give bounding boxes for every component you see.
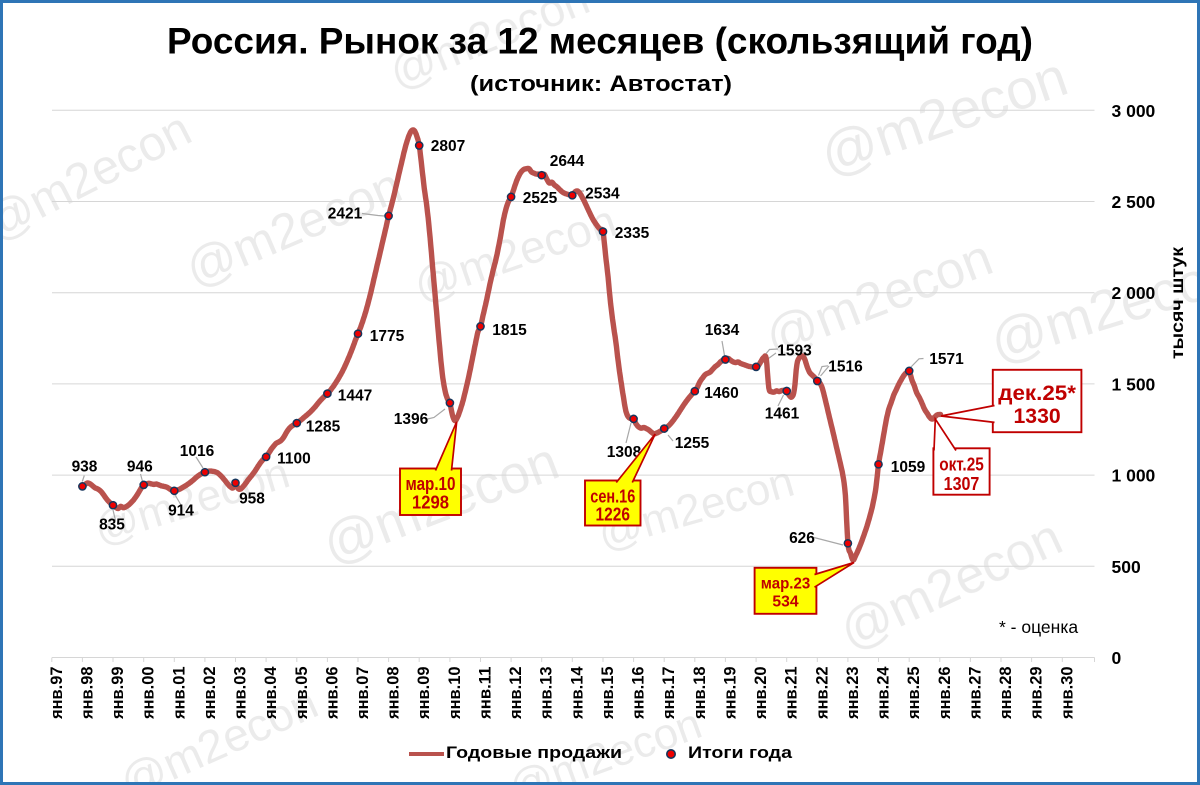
svg-text:1571: 1571 [929,351,964,368]
svg-text:938: 938 [72,458,98,475]
svg-text:янв.23: янв.23 [843,667,862,720]
svg-text:946: 946 [127,458,153,475]
svg-text:янв.25: янв.25 [904,667,923,720]
svg-text:1307: 1307 [944,473,980,494]
svg-text:1330: 1330 [1014,405,1061,428]
svg-text:1059: 1059 [891,459,926,476]
svg-text:2 000: 2 000 [1112,283,1156,303]
svg-text:янв.02: янв.02 [200,667,219,720]
svg-text:* - оценка: * - оценка [999,617,1078,637]
svg-text:янв.28: янв.28 [996,667,1015,720]
svg-text:2807: 2807 [431,138,465,155]
svg-text:2525: 2525 [523,190,558,207]
svg-text:янв.04: янв.04 [261,666,280,720]
svg-text:янв.08: янв.08 [384,667,403,720]
svg-text:янв.19: янв.19 [720,667,739,720]
svg-text:янв.12: янв.12 [506,667,525,720]
svg-text:янв.01: янв.01 [169,667,188,720]
svg-text:янв.24: янв.24 [874,666,893,720]
svg-text:сен.16: сен.16 [590,487,635,507]
svg-text:835: 835 [99,517,125,534]
svg-text:янв.26: янв.26 [935,667,954,720]
svg-text:1815: 1815 [492,322,527,339]
svg-text:1593: 1593 [777,342,812,359]
svg-text:янв.05: янв.05 [292,667,311,720]
svg-text:3 000: 3 000 [1112,101,1156,121]
svg-text:янв.14: янв.14 [567,666,586,720]
svg-text:Итоги года: Итоги года [688,744,793,762]
svg-text:500: 500 [1112,557,1141,577]
svg-text:1016: 1016 [180,443,215,460]
svg-text:1 500: 1 500 [1112,374,1156,394]
svg-text:тысяч штук: тысяч штук [1167,247,1187,359]
svg-text:2644: 2644 [550,153,585,170]
svg-text:534: 534 [772,594,798,611]
svg-text:1775: 1775 [370,328,405,345]
svg-text:1255: 1255 [675,435,710,452]
svg-text:958: 958 [239,491,265,508]
svg-text:1285: 1285 [306,419,341,436]
svg-text:1447: 1447 [338,388,372,405]
svg-text:янв.06: янв.06 [322,667,341,720]
svg-text:1460: 1460 [704,385,738,402]
svg-text:янв.99: янв.99 [108,667,127,720]
svg-text:1298: 1298 [412,492,449,512]
svg-text:1634: 1634 [705,322,740,339]
svg-text:янв.98: янв.98 [77,667,96,720]
svg-text:янв.97: янв.97 [47,667,66,720]
svg-text:янв.21: янв.21 [782,667,801,720]
svg-text:2534: 2534 [585,186,620,203]
svg-text:914: 914 [168,503,194,520]
svg-text:янв.16: янв.16 [629,667,648,720]
svg-text:Россия. Рынок за 12 месяцев (с: Россия. Рынок за 12 месяцев (скользящий … [167,20,1033,62]
svg-text:янв.18: янв.18 [690,667,709,720]
svg-text:2 500: 2 500 [1112,192,1156,212]
svg-text:2421: 2421 [328,205,363,222]
svg-text:мар.23: мар.23 [761,576,811,593]
svg-text:1226: 1226 [596,504,631,524]
svg-text:янв.17: янв.17 [659,667,678,720]
svg-text:янв.07: янв.07 [353,667,372,720]
svg-text:0: 0 [1112,648,1122,668]
svg-text:мар.10: мар.10 [406,474,456,494]
svg-text:янв.15: янв.15 [598,667,617,720]
svg-text:янв.10: янв.10 [445,667,464,720]
svg-text:янв.09: янв.09 [414,667,433,720]
svg-text:янв.22: янв.22 [812,667,831,720]
svg-text:1516: 1516 [828,359,863,376]
svg-text:Годовые продажи: Годовые продажи [446,744,622,762]
svg-text:янв.27: янв.27 [965,667,984,720]
svg-text:1 000: 1 000 [1112,466,1156,486]
svg-text:янв.30: янв.30 [1057,667,1076,720]
svg-text:1396: 1396 [394,411,429,428]
svg-text:1308: 1308 [607,444,642,461]
svg-text:окт.25: окт.25 [939,453,984,474]
svg-text:626: 626 [789,530,815,547]
svg-text:янв.00: янв.00 [139,667,158,720]
svg-text:дек.25*: дек.25* [998,382,1077,405]
svg-text:янв.13: янв.13 [537,667,556,720]
svg-text:1461: 1461 [765,405,800,422]
svg-text:(источник: Автостат): (источник: Автостат) [470,71,732,96]
svg-text:янв.29: янв.29 [1027,667,1046,720]
svg-text:янв.03: янв.03 [231,667,250,720]
svg-text:2335: 2335 [615,225,650,242]
svg-text:янв.20: янв.20 [751,667,770,720]
svg-text:янв.11: янв.11 [476,667,495,720]
svg-text:1100: 1100 [277,451,311,468]
